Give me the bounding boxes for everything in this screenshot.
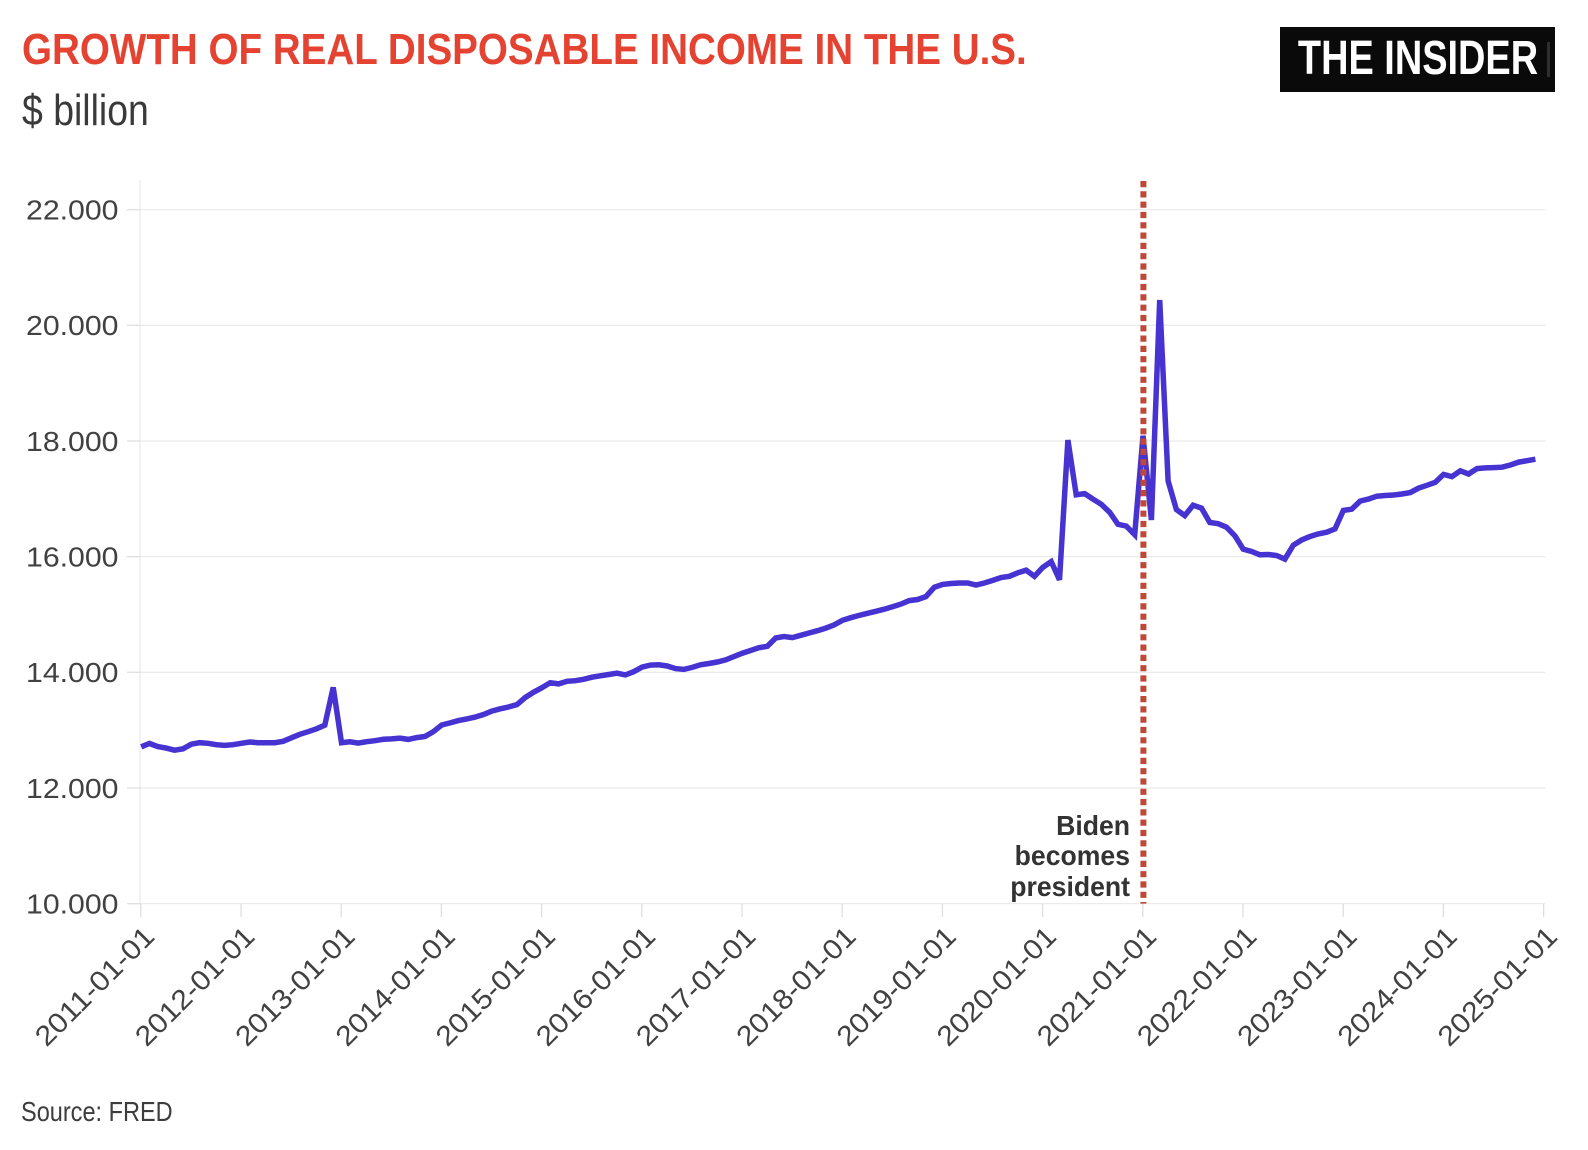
svg-text:14.000: 14.000 (26, 657, 118, 688)
svg-text:10.000: 10.000 (26, 889, 118, 920)
svg-text:18.000: 18.000 (26, 426, 118, 457)
svg-text:12.000: 12.000 (26, 773, 118, 804)
svg-text:16.000: 16.000 (26, 542, 118, 573)
svg-text:20.000: 20.000 (26, 310, 118, 341)
svg-text:22.000: 22.000 (26, 195, 118, 226)
